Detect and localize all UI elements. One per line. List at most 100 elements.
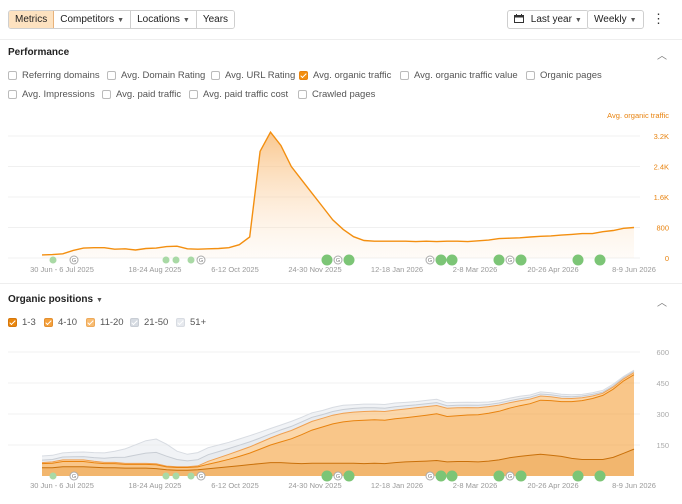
date-range-dropdown[interactable]: Last year ▼ bbox=[507, 10, 589, 29]
performance-title: Performance bbox=[8, 47, 70, 58]
x-tick-label: 6-12 Oct 2025 bbox=[211, 481, 259, 490]
y-tick-label: 1.6K bbox=[654, 193, 669, 202]
area-11-20[interactable] bbox=[42, 372, 634, 468]
x-tick-label: 2-8 Mar 2026 bbox=[453, 265, 498, 274]
annotation-marker[interactable] bbox=[333, 471, 343, 481]
organic-positions-title[interactable]: Organic positions ▼ bbox=[8, 294, 103, 305]
metric-referring-domains[interactable]: Referring domains bbox=[8, 69, 100, 81]
annotation-marker[interactable] bbox=[187, 256, 195, 264]
y-tick-label: 3.2K bbox=[654, 132, 669, 141]
metric-avg-organic-traffic-value[interactable]: Avg. organic traffic value bbox=[400, 69, 518, 81]
metric-crawled-pages[interactable]: Crawled pages bbox=[298, 88, 375, 100]
annotation-marker[interactable] bbox=[435, 470, 447, 482]
annotation-marker[interactable] bbox=[196, 471, 206, 481]
annotation-marker[interactable] bbox=[196, 255, 206, 265]
traffic-area bbox=[42, 132, 634, 258]
chevron-down-icon: ▼ bbox=[182, 17, 190, 24]
chevron-up-icon[interactable]: ︿ bbox=[657, 298, 667, 309]
legend-11-20[interactable]: 11-20 bbox=[86, 316, 124, 328]
annotation-marker[interactable] bbox=[321, 254, 333, 266]
y-tick-label: 600 bbox=[656, 348, 669, 357]
annotation-marker[interactable] bbox=[425, 255, 435, 265]
area-1-3[interactable] bbox=[42, 449, 634, 476]
annotation-marker[interactable] bbox=[49, 256, 57, 264]
annotation-marker-label: G bbox=[199, 258, 203, 264]
tab-competitors[interactable]: Competitors ▼ bbox=[54, 11, 132, 28]
annotation-marker[interactable] bbox=[493, 254, 505, 266]
y-tick-label: 2.4K bbox=[654, 163, 669, 172]
metric-avg-organic-traffic[interactable]: Avg. organic traffic bbox=[299, 69, 391, 81]
annotation-marker[interactable] bbox=[162, 472, 170, 480]
annotation-marker[interactable] bbox=[343, 254, 355, 266]
more-options-icon[interactable]: ⋮ bbox=[652, 11, 665, 26]
annotation-marker-label: G bbox=[72, 258, 76, 264]
x-tick-label: 2-8 Mar 2026 bbox=[453, 481, 498, 490]
annotation-marker[interactable] bbox=[69, 255, 79, 265]
legend-21-50[interactable]: 21-50 bbox=[130, 316, 168, 328]
traffic-line[interactable] bbox=[41, 130, 635, 256]
line-4-10 bbox=[41, 374, 635, 468]
annotation-marker[interactable] bbox=[425, 471, 435, 481]
tab-metrics[interactable]: Metrics bbox=[9, 11, 55, 28]
y-tick-label: 450 bbox=[656, 379, 669, 388]
x-tick-label: 18-24 Aug 2025 bbox=[129, 265, 182, 274]
x-tick-label: 20-26 Apr 2026 bbox=[527, 481, 578, 490]
x-tick-label: 24-30 Nov 2025 bbox=[288, 265, 341, 274]
tab-years[interactable]: Years bbox=[196, 11, 235, 28]
annotation-marker[interactable] bbox=[594, 254, 606, 266]
annotation-marker[interactable] bbox=[505, 255, 515, 265]
annotation-marker[interactable] bbox=[446, 254, 458, 266]
x-tick-label: 8-9 Jun 2026 bbox=[612, 265, 656, 274]
x-tick-label: 30 Jun - 6 Jul 2025 bbox=[30, 481, 94, 490]
annotation-marker[interactable] bbox=[446, 470, 458, 482]
annotation-marker[interactable] bbox=[435, 254, 447, 266]
annotation-marker-label: G bbox=[508, 474, 512, 480]
annotation-marker[interactable] bbox=[187, 472, 195, 480]
area-4-10[interactable] bbox=[42, 374, 634, 471]
annotation-marker[interactable] bbox=[162, 256, 170, 264]
annotation-marker[interactable] bbox=[49, 472, 57, 480]
view-tabs: Metrics Competitors ▼ Locations ▼ Years bbox=[8, 10, 236, 29]
line-21-50 bbox=[41, 370, 635, 462]
annotation-marker-label: G bbox=[199, 474, 203, 480]
chevron-down-icon: ▼ bbox=[629, 17, 637, 24]
metric-avg-impressions[interactable]: Avg. Impressions bbox=[8, 88, 95, 100]
chevron-down-icon: ▼ bbox=[117, 17, 125, 24]
annotation-marker[interactable] bbox=[69, 471, 79, 481]
calendar-icon bbox=[514, 14, 524, 23]
metric-avg-paid-traffic[interactable]: Avg. paid traffic bbox=[102, 88, 181, 100]
annotation-marker-label: G bbox=[336, 474, 340, 480]
annotation-marker[interactable] bbox=[515, 254, 527, 266]
metric-avg-url-rating[interactable]: Avg. URL Rating bbox=[211, 69, 295, 81]
x-tick-label: 24-30 Nov 2025 bbox=[288, 481, 341, 490]
annotation-marker[interactable] bbox=[515, 470, 527, 482]
tab-locations[interactable]: Locations ▼ bbox=[131, 11, 197, 28]
legend-51-plus[interactable]: 51+ bbox=[176, 316, 206, 328]
annotation-marker[interactable] bbox=[572, 254, 584, 266]
line-51-plus bbox=[41, 369, 635, 457]
legend-4-10[interactable]: 4-10 bbox=[44, 316, 77, 328]
annotation-marker[interactable] bbox=[594, 470, 606, 482]
annotation-marker[interactable] bbox=[172, 256, 180, 264]
annotation-marker[interactable] bbox=[572, 470, 584, 482]
chevron-down-icon: ▼ bbox=[574, 17, 582, 24]
metric-avg-paid-traffic-cost[interactable]: Avg. paid traffic cost bbox=[189, 88, 288, 100]
interval-dropdown[interactable]: Weekly ▼ bbox=[587, 10, 644, 29]
annotation-marker[interactable] bbox=[321, 470, 333, 482]
annotation-marker-label: G bbox=[72, 474, 76, 480]
y-axis-label: Avg. organic traffic bbox=[607, 111, 669, 120]
metric-organic-pages[interactable]: Organic pages bbox=[526, 69, 602, 81]
annotation-marker[interactable] bbox=[333, 255, 343, 265]
legend-1-3[interactable]: 1-3 bbox=[8, 316, 36, 328]
annotation-marker[interactable] bbox=[343, 470, 355, 482]
annotation-marker[interactable] bbox=[172, 472, 180, 480]
metric-avg-domain-rating[interactable]: Avg. Domain Rating bbox=[107, 69, 205, 81]
line-11-20 bbox=[41, 372, 635, 468]
x-tick-label: 8-9 Jun 2026 bbox=[612, 481, 656, 490]
chevron-up-icon[interactable]: ︿ bbox=[657, 51, 667, 62]
y-tick-label: 0 bbox=[665, 254, 669, 263]
annotation-marker[interactable] bbox=[505, 471, 515, 481]
annotation-marker[interactable] bbox=[493, 470, 505, 482]
y-tick-label: 150 bbox=[656, 441, 669, 450]
